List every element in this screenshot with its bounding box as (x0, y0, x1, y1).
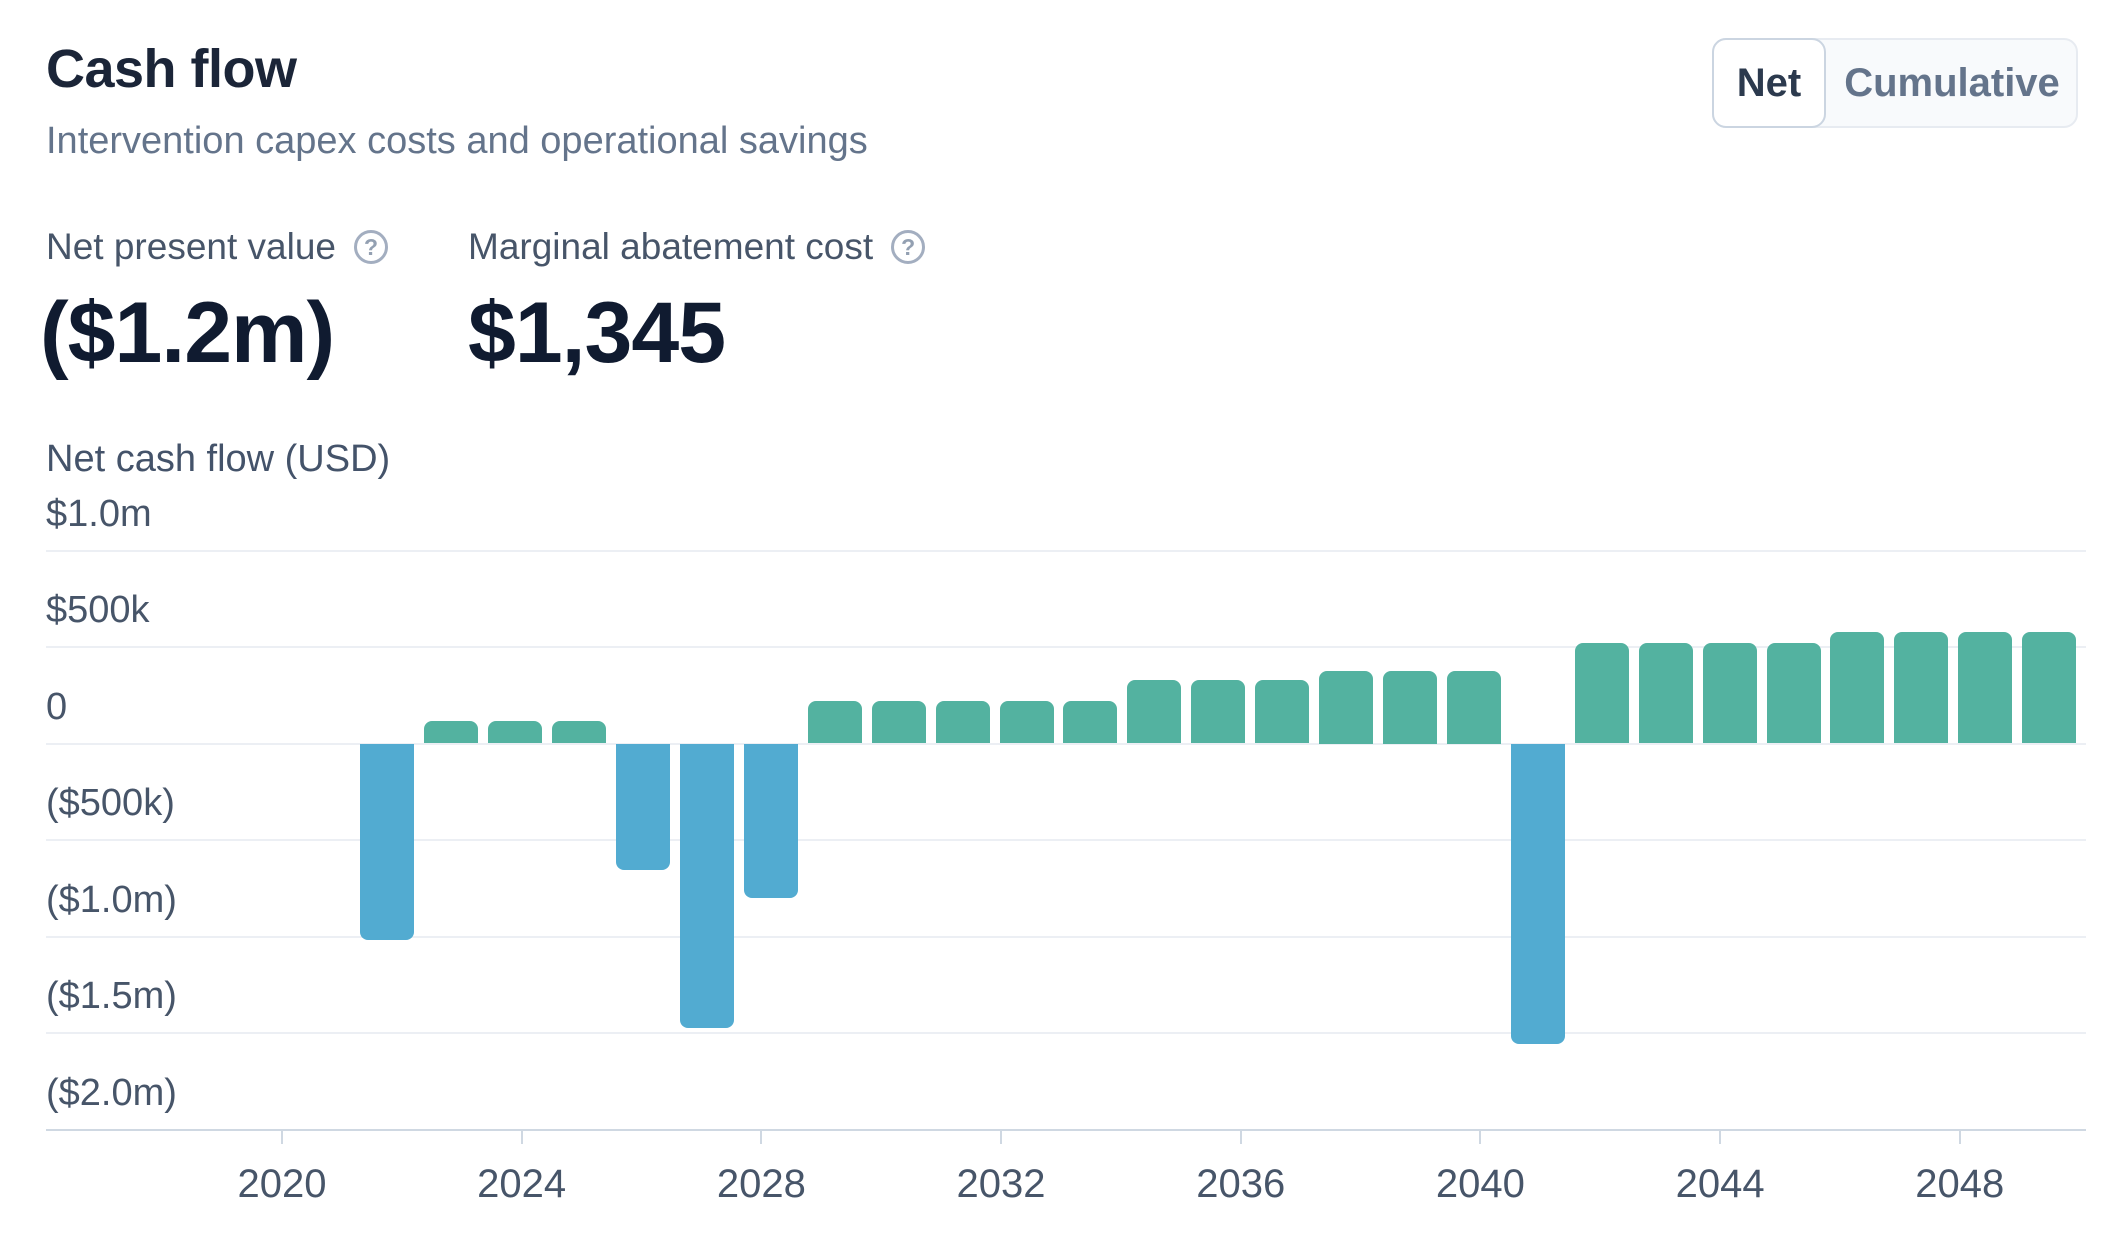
x-tick-mark (1239, 1131, 1242, 1144)
x-axis-line (46, 1128, 2086, 1131)
gridline (46, 646, 2086, 648)
y-tick-label: ($1.0m) (46, 878, 177, 921)
gridline (46, 549, 2086, 552)
bar-2045[interactable] (1830, 631, 1885, 744)
bar-2033[interactable] (1063, 701, 1118, 744)
page-subtitle: Intervention capex costs and operational… (46, 120, 868, 162)
chart-axis-title: Net cash flow (USD) (46, 438, 391, 480)
metric-npv-value: ($1.2m) (40, 285, 335, 381)
gridline (46, 742, 2086, 745)
metric-mac-value: $1,345 (468, 285, 726, 381)
x-tick-label: 2036 (1196, 1162, 1286, 1206)
bar-2022[interactable] (360, 744, 415, 940)
npv-help-icon[interactable]: ? (354, 230, 389, 264)
y-tick-label: ($1.5m) (46, 975, 177, 1017)
x-tick-label: 2028 (716, 1162, 806, 1206)
x-tick-mark (520, 1131, 523, 1144)
bar-2036[interactable] (1255, 679, 1310, 744)
y-tick-label: ($2.0m) (46, 1071, 177, 1114)
page-title: Cash flow (46, 39, 297, 99)
mac-help-icon[interactable]: ? (891, 230, 926, 264)
metric-mac: Marginal abatement cost ? (468, 226, 926, 268)
bar-2026[interactable] (615, 744, 670, 871)
bar-2038[interactable] (1383, 671, 1438, 744)
x-tick-mark (760, 1131, 763, 1144)
x-tick-label: 2020 (237, 1162, 327, 1206)
metric-mac-label: Marginal abatement cost (468, 226, 874, 267)
bar-2028[interactable] (743, 744, 798, 899)
bar-2048[interactable] (2022, 631, 2077, 744)
bar-2047[interactable] (1958, 631, 2013, 744)
bar-2041[interactable] (1574, 643, 1629, 744)
bar-2040[interactable] (1510, 744, 1565, 1045)
gridline (46, 1032, 2086, 1034)
bar-2029[interactable] (807, 701, 862, 744)
bar-2043[interactable] (1702, 643, 1757, 744)
y-tick-label: $1.0m (46, 492, 152, 535)
bar-2023[interactable] (424, 721, 479, 744)
gridline (46, 935, 2086, 938)
x-tick-mark (1958, 1131, 1961, 1144)
bar-2024[interactable] (488, 721, 543, 744)
net-cumulative-toggle: Net Cumulative (1712, 38, 2078, 128)
x-tick-mark (1479, 1131, 1482, 1144)
bar-2034[interactable] (1127, 679, 1182, 744)
x-tick-label: 2048 (1915, 1162, 2005, 1206)
gridline (46, 839, 2086, 841)
bar-2027[interactable] (679, 744, 734, 1028)
x-tick-label: 2032 (956, 1162, 1046, 1206)
bar-2046[interactable] (1894, 631, 1949, 744)
x-tick-label: 2024 (477, 1162, 567, 1206)
x-tick-mark (1719, 1131, 1722, 1144)
x-tick-label: 2040 (1435, 1162, 1525, 1206)
x-tick-mark (1000, 1131, 1003, 1144)
y-tick-label: $500k (46, 589, 150, 631)
bar-2039[interactable] (1446, 671, 1501, 744)
y-tick-label: 0 (46, 685, 68, 728)
y-tick-label: ($500k) (46, 782, 175, 824)
bar-2037[interactable] (1319, 671, 1374, 744)
x-tick-mark (281, 1131, 283, 1144)
metric-npv: Net present value ? (46, 226, 389, 268)
toggle-option-cumulative[interactable]: Cumulative (1844, 60, 2060, 105)
bar-2025[interactable] (552, 721, 607, 744)
bar-2042[interactable] (1638, 643, 1693, 744)
toggle-option-net[interactable]: Net (1712, 38, 1826, 128)
bar-2030[interactable] (871, 701, 926, 744)
bar-2032[interactable] (999, 701, 1054, 744)
bar-2044[interactable] (1766, 643, 1821, 744)
x-tick-label: 2044 (1675, 1162, 1765, 1206)
bar-2031[interactable] (935, 701, 990, 744)
bar-2035[interactable] (1191, 679, 1246, 744)
metric-npv-label: Net present value (46, 226, 337, 267)
